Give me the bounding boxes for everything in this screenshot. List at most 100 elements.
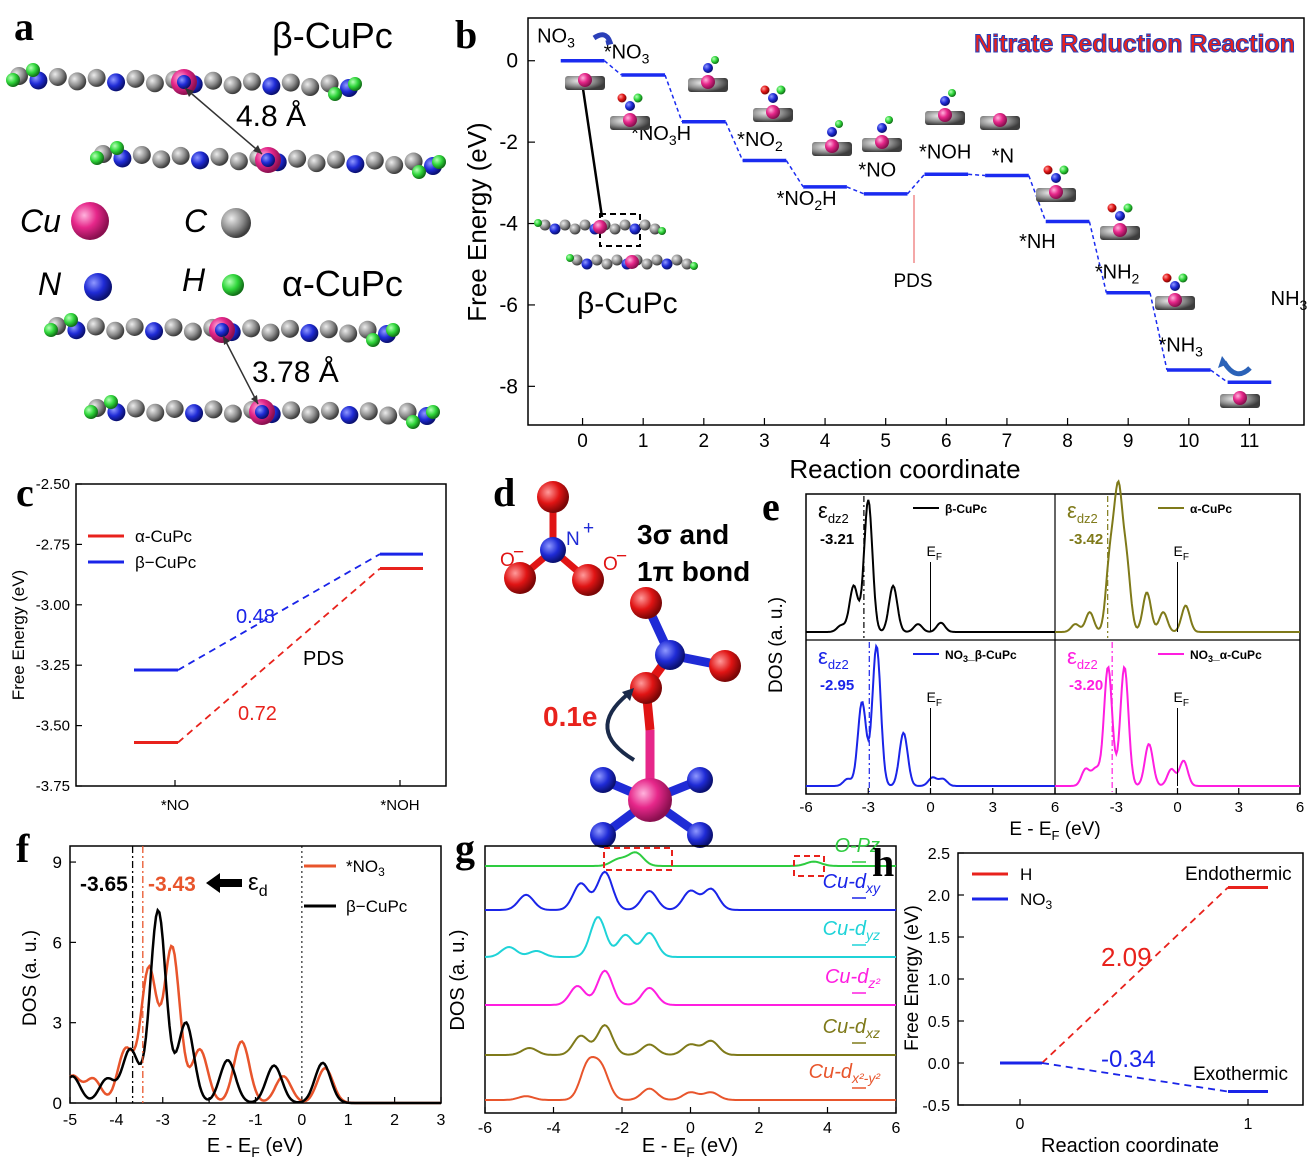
b-step-label: NO3 xyxy=(537,25,575,50)
cu-site xyxy=(993,113,1007,127)
atom xyxy=(601,258,613,270)
ads-n xyxy=(625,101,635,111)
atom xyxy=(609,223,621,235)
alpha-molecule-bottom xyxy=(84,395,440,429)
h-y-tick-label: 1.0 xyxy=(928,972,950,989)
atom xyxy=(145,322,164,341)
b-connector xyxy=(724,121,744,161)
b-connector xyxy=(1088,221,1108,293)
e-legend-label: NO3_α-CuPc xyxy=(1190,648,1262,664)
ads-n xyxy=(768,93,778,103)
ads-o xyxy=(617,93,627,103)
h-y-tick-label: -0.5 xyxy=(922,1098,950,1115)
b-x-tick-label: 0 xyxy=(577,431,588,452)
e-ylabel: DOS (a. u.) xyxy=(766,597,787,693)
f-ylabel: DOS (a. u.) xyxy=(20,930,41,1026)
atom xyxy=(385,156,404,175)
g-series-label: Cu-dxy xyxy=(823,871,881,896)
c-legend-alpha-label: α-CuPc xyxy=(135,527,193,546)
c-axes: -2.50 -2.75 -3.00 -3.25 -3.50 -3.75 *NO *NOH xyxy=(36,476,420,814)
b-step-label: *NO3 xyxy=(604,42,650,67)
b-connector xyxy=(968,173,986,177)
atom xyxy=(641,258,653,270)
d-charge-transfer-arrow xyxy=(605,692,636,762)
atom xyxy=(379,406,398,425)
g-series-label: Cu-dxz xyxy=(823,1016,880,1041)
h-legend-no3-label: NO3 xyxy=(1020,890,1053,912)
e-x-tick-label: 6 xyxy=(1051,799,1059,816)
b-x-tick-label: 2 xyxy=(699,431,710,452)
b-nh3-curved-arrow xyxy=(1221,360,1252,377)
e-eps-value: -3.21 xyxy=(820,531,854,548)
h-atom xyxy=(104,395,118,409)
beta-molecule-top xyxy=(6,63,362,101)
c-ylabel: Free Energy (eV) xyxy=(9,570,28,700)
h-atom xyxy=(406,415,420,429)
cu-site xyxy=(875,135,889,149)
atom xyxy=(126,399,145,418)
h-x-tick-label: 0 xyxy=(1016,1116,1025,1133)
panel-b: b Nitrate Reduction Reaction 0 1 2 3 4 5 6 7 8 9 1… xyxy=(455,12,1308,484)
g-x-tick-label: 4 xyxy=(823,1120,832,1137)
h-atom xyxy=(658,227,666,235)
atom xyxy=(242,72,261,91)
h-atom xyxy=(566,254,574,262)
e-dos-curves: EF εdz2 -3.21 β-CuPc EF εdz2 -3.42 α-CuPc EF εdz2… xyxy=(799,479,1304,816)
e-x-tick-label: 6 xyxy=(1296,799,1304,816)
f-eps-red-value: -3.43 xyxy=(148,873,196,896)
ads-h xyxy=(776,85,786,95)
b-x-tick-label: 1 xyxy=(638,431,649,452)
atom xyxy=(301,78,320,97)
legend-c-sphere xyxy=(221,208,251,238)
d-n-label: N xyxy=(566,529,580,550)
ads-n xyxy=(827,127,837,137)
panel-a: a β-CuPc 4.8 Å Cu C N H α-CuPc 3.78 Å xyxy=(6,4,446,429)
h-atom xyxy=(90,151,104,165)
c-y-tick-label: -3.00 xyxy=(36,597,70,614)
b-connector xyxy=(785,160,804,188)
atom xyxy=(165,399,184,418)
f-y-tick-label: 3 xyxy=(53,1014,62,1033)
cu-site xyxy=(701,75,715,89)
panel-f: f -5 -4 -3 -2 -1 0 1 2 3 0 3 6 9 DOS (a. u.) E - EF … xyxy=(16,826,446,1160)
b-y-tick-label: -2 xyxy=(499,131,518,154)
plot-frame-c xyxy=(75,483,447,787)
atom xyxy=(339,324,358,343)
f-x-tick-label: -2 xyxy=(202,1112,216,1129)
b-nh3-arrowhead xyxy=(1218,356,1228,368)
atom xyxy=(185,404,204,423)
atom xyxy=(340,406,359,425)
d-o-right-label: O xyxy=(603,554,618,575)
ads-o xyxy=(1107,203,1117,213)
legend-c-label: C xyxy=(184,203,208,239)
beta-molecule-bottom xyxy=(90,141,446,179)
ads-h xyxy=(885,116,893,124)
e-fermi-label: EF xyxy=(927,543,942,563)
atom xyxy=(68,72,87,91)
h-energy-levels xyxy=(1000,885,1268,1094)
c-connector xyxy=(177,567,381,744)
f-legend-no3-label: *NO3 xyxy=(346,857,385,879)
atom xyxy=(242,319,261,338)
h-atom xyxy=(44,323,58,337)
e-eps-symbol: εdz2 xyxy=(818,644,849,672)
b-connector xyxy=(1210,369,1229,383)
atom xyxy=(152,150,171,169)
b-energy-steps: NO3 *NO3*NO3H *NO2*NO2H*NO*NOH *N*NH*NH2*NH… xyxy=(537,25,1308,385)
h-connector xyxy=(1041,1062,1229,1093)
cu-site xyxy=(825,139,839,153)
cu-atom xyxy=(625,255,639,269)
g-ylabel: DOS (a. u.) xyxy=(447,929,469,1030)
atom xyxy=(223,76,242,95)
b-step-label: *NOH xyxy=(919,141,971,163)
e-legend-label: NO3_β-CuPc xyxy=(945,648,1017,664)
d-bond-text-2: 1π bond xyxy=(637,556,750,587)
g-highlight-box-2 xyxy=(793,855,825,877)
f-eps-black-value: -3.65 xyxy=(80,873,128,896)
atom xyxy=(639,219,651,231)
atom xyxy=(282,401,301,420)
atom xyxy=(125,317,144,336)
panel-letter-a: a xyxy=(14,4,34,49)
b-step-label: *NO xyxy=(858,160,896,182)
g-pdos-curve xyxy=(485,1023,896,1056)
